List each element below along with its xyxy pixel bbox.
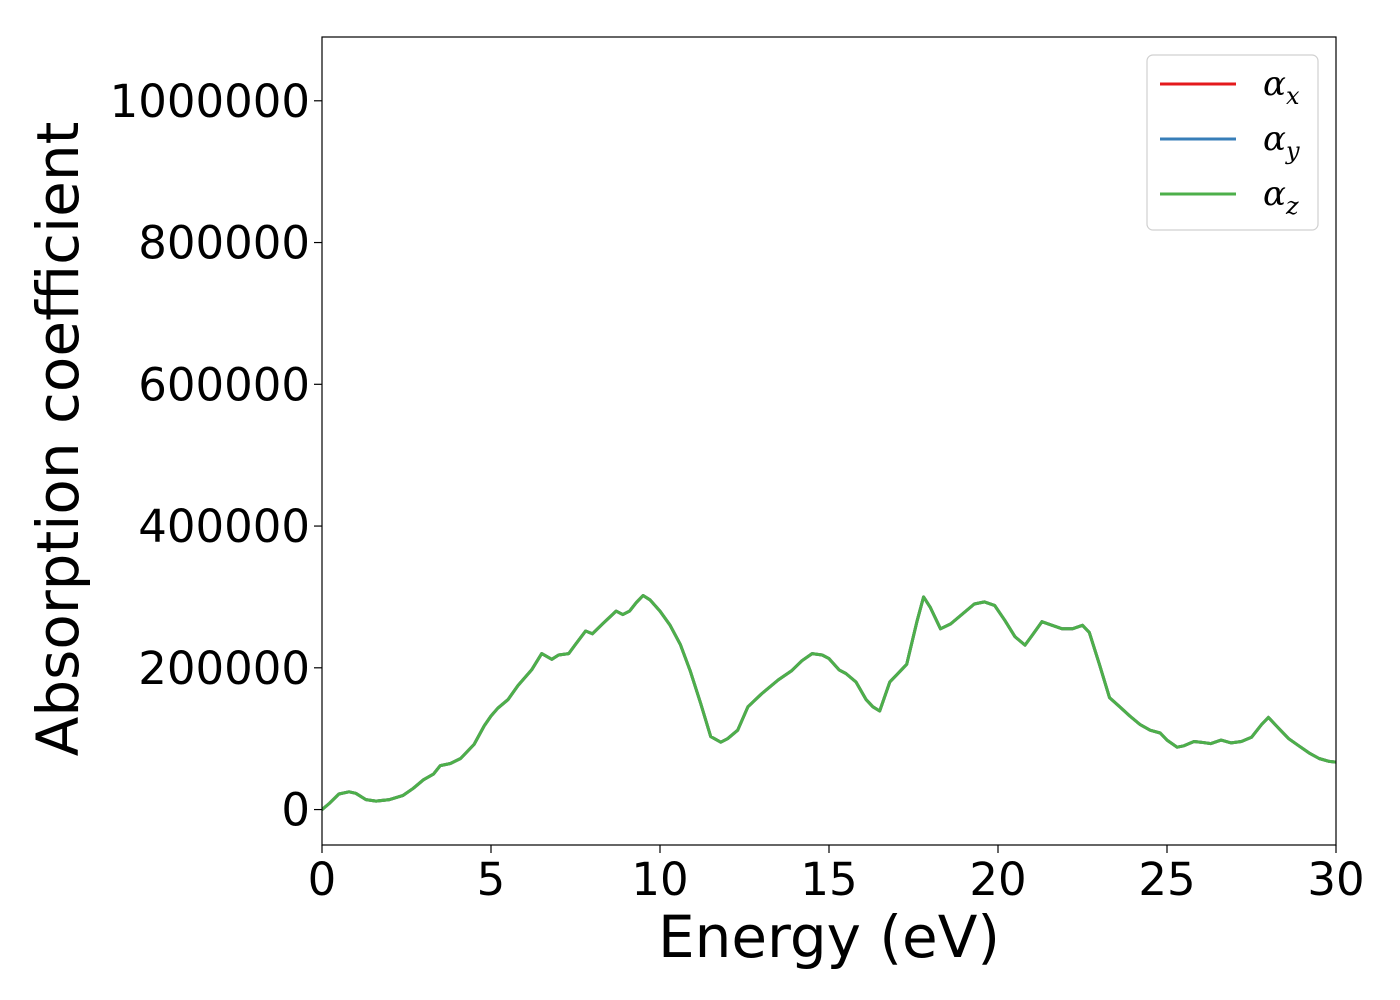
x-tick-label: 10 [631,853,688,906]
series-line-y [322,594,1336,812]
y-tick-label: 800000 [138,217,310,270]
legend-box [1146,54,1319,231]
x-tick-label: 20 [969,853,1026,906]
y-tick-label: 400000 [138,500,310,553]
y-tick-label: 600000 [138,358,310,411]
x-tick-label: 5 [477,853,506,906]
y-tick-label: 0 [281,784,310,837]
x-tick-label: 25 [1138,853,1195,906]
series-layer [322,594,1336,812]
legend-label-z: αz [1263,174,1299,220]
series-line-z [322,594,1336,812]
series-line-x [322,594,1336,812]
x-tick-label: 0 [308,853,337,906]
y-tick-label: 200000 [138,642,310,695]
x-axis: 0 5 10 15 20 25 30 [308,845,1365,906]
x-tick-label: 30 [1307,853,1364,906]
y-axis: 0 200000 400000 600000 800000 1000000 [110,75,322,837]
y-axis-label: Absorption coefficient [24,122,92,757]
x-tick-label: 15 [800,853,857,906]
y-tick-label: 1000000 [110,75,310,128]
x-axis-label: Energy (eV) [658,903,1000,971]
